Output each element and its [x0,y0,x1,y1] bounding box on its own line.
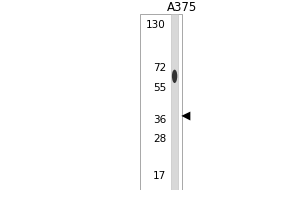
Polygon shape [182,112,190,120]
Text: 72: 72 [153,63,166,73]
Text: A375: A375 [167,1,197,14]
Text: 17: 17 [153,171,166,181]
Bar [172,14,178,190]
Text: 28: 28 [153,134,166,144]
Ellipse shape [172,70,177,83]
Bar [140,14,182,190]
Text: 36: 36 [153,115,166,125]
Text: 55: 55 [153,83,166,93]
Text: 130: 130 [146,20,166,30]
